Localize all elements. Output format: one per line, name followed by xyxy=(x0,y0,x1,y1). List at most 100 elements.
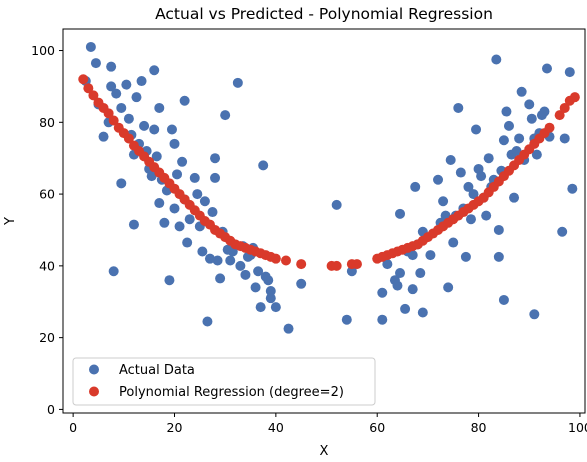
actual-point xyxy=(377,314,388,325)
actual-point xyxy=(149,65,160,76)
actual-point xyxy=(169,138,180,149)
actual-point xyxy=(455,167,466,178)
regression-point xyxy=(78,74,89,85)
actual-point xyxy=(232,77,243,88)
axis-ticks: 0 20 40 60 80 100 0 20 40 60 80 100 xyxy=(31,43,587,435)
regression-point xyxy=(83,83,94,94)
actual-point xyxy=(491,54,502,65)
actual-point xyxy=(225,255,236,266)
actual-point xyxy=(164,275,175,286)
actual-point xyxy=(240,269,251,280)
y-tick-label: 60 xyxy=(39,187,55,202)
actual-point xyxy=(453,102,464,113)
actual-point xyxy=(465,214,476,225)
actual-point xyxy=(463,181,474,192)
actual-point xyxy=(392,280,403,291)
actual-point xyxy=(199,196,210,207)
actual-point xyxy=(296,278,307,289)
actual-point xyxy=(443,282,454,293)
actual-point xyxy=(460,251,471,262)
actual-point xyxy=(265,285,276,296)
actual-point xyxy=(98,131,109,142)
actual-point xyxy=(154,198,165,209)
actual-point xyxy=(149,124,160,135)
actual-point xyxy=(210,172,221,183)
actual-point xyxy=(346,266,357,277)
actual-point xyxy=(215,273,226,284)
actual-point xyxy=(541,63,552,74)
actual-point xyxy=(524,99,535,110)
y-tick-label: 80 xyxy=(39,115,55,130)
y-tick-label: 20 xyxy=(39,330,55,345)
actual-point xyxy=(154,102,165,113)
actual-point xyxy=(111,88,122,99)
actual-point xyxy=(146,171,157,182)
regression-point xyxy=(103,108,114,119)
actual-point xyxy=(172,169,183,180)
actual-point xyxy=(531,149,542,160)
legend-box xyxy=(72,357,376,406)
actual-point xyxy=(503,120,514,131)
actual-point xyxy=(189,172,200,183)
regression-point xyxy=(544,122,555,133)
actual-point xyxy=(425,250,436,261)
actual-point xyxy=(539,106,550,117)
actual-point xyxy=(220,110,231,121)
actual-point xyxy=(468,189,479,200)
legend-marker-regression xyxy=(89,386,99,397)
actual-point xyxy=(250,282,261,293)
actual-point xyxy=(382,259,393,270)
actual-point xyxy=(177,156,188,167)
legend-label-actual: Actual Data xyxy=(119,363,195,378)
actual-point xyxy=(509,192,520,203)
y-tick-label: 100 xyxy=(31,43,55,58)
actual-point xyxy=(377,287,388,298)
actual-point xyxy=(166,124,177,135)
actual-point xyxy=(407,284,418,295)
actual-point xyxy=(395,268,406,279)
regression-point xyxy=(296,259,307,270)
regression-series xyxy=(78,74,580,271)
actual-point xyxy=(438,196,449,207)
regression-point xyxy=(270,253,281,264)
actual-point xyxy=(174,221,185,232)
actual-point xyxy=(159,217,170,228)
x-tick-label: 0 xyxy=(69,420,77,435)
x-axis-label: X xyxy=(320,444,329,459)
regression-point xyxy=(88,90,99,101)
actual-point xyxy=(395,208,406,219)
actual-point xyxy=(498,135,509,146)
x-tick-label: 60 xyxy=(369,420,385,435)
actual-point xyxy=(197,246,208,257)
actual-point xyxy=(184,214,195,225)
actual-point xyxy=(526,113,537,124)
actual-point xyxy=(341,314,352,325)
actual-point xyxy=(270,302,281,313)
actual-point xyxy=(116,178,127,189)
actual-point xyxy=(182,237,193,248)
x-tick-label: 20 xyxy=(167,420,183,435)
regression-point xyxy=(331,260,342,271)
actual-point xyxy=(253,266,264,277)
actual-point xyxy=(559,133,570,144)
actual-point xyxy=(263,275,274,286)
actual-point xyxy=(498,294,509,305)
actual-point xyxy=(501,106,512,117)
actual-point xyxy=(514,133,525,144)
actual-point xyxy=(410,181,421,192)
actual-point xyxy=(235,260,246,271)
actual-point xyxy=(90,58,101,69)
actual-point xyxy=(106,61,117,72)
actual-point xyxy=(212,255,223,266)
actual-point xyxy=(136,76,147,87)
actual-point xyxy=(123,113,134,124)
actual-point xyxy=(516,86,527,97)
x-tick-label: 80 xyxy=(471,420,487,435)
actual-point xyxy=(116,102,127,113)
actual-point xyxy=(445,154,456,165)
legend-label-regression: Polynomial Regression (degree=2) xyxy=(119,385,344,400)
actual-point xyxy=(131,92,142,103)
actual-point xyxy=(258,160,269,171)
actual-point xyxy=(204,253,215,264)
y-tick-label: 40 xyxy=(39,258,55,273)
